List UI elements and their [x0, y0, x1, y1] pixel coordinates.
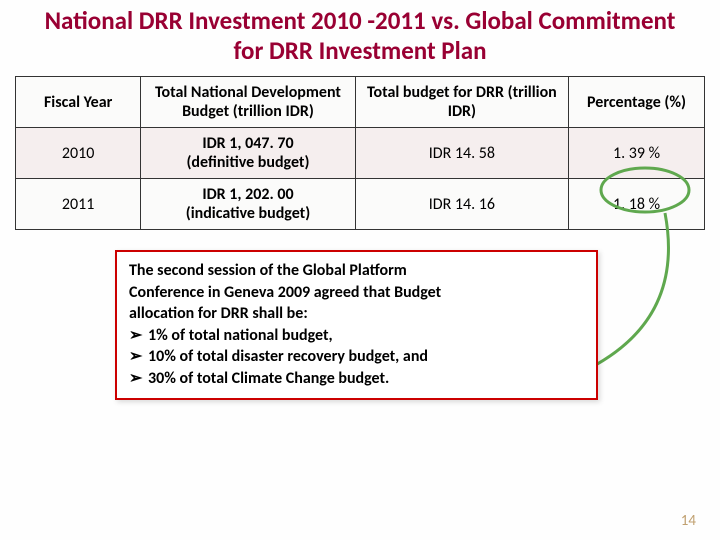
table-header-row: Fiscal Year Total National Development B…: [16, 77, 705, 128]
budget-note: (indicative budget): [186, 204, 310, 223]
slide-title: National DRR Investment 2010 -2011 vs. G…: [0, 0, 720, 76]
commitment-note-box: The second session of the Global Platfor…: [115, 250, 598, 400]
budget-value: IDR 1, 047. 70: [202, 134, 293, 153]
investment-table: Fiscal Year Total National Development B…: [15, 76, 705, 230]
budget-value: IDR 1, 202. 00: [202, 185, 293, 204]
col-drr-budget: Total budget for DRR (trillion IDR): [355, 77, 568, 128]
note-bullet: ➢ 30% of total Climate Change budget.: [129, 368, 584, 390]
cell-pct: 1. 39 %: [569, 128, 705, 179]
col-percentage: Percentage (%): [569, 77, 705, 128]
cell-drr: IDR 14. 58: [355, 128, 568, 179]
table-row: 2010 IDR 1, 047. 70 (definitive budget) …: [16, 128, 705, 179]
page-number: 14: [681, 512, 696, 530]
note-intro-line: The second session of the Global Platfor…: [129, 261, 407, 280]
cell-national-budget: IDR 1, 047. 70 (definitive budget): [141, 128, 355, 179]
note-intro-line: allocation for DRR shall be:: [129, 304, 308, 323]
col-national-budget: Total National Development Budget (trill…: [141, 77, 355, 128]
bullet-icon: ➢: [129, 326, 146, 345]
bullet-icon: ➢: [129, 347, 146, 366]
note-intro-line: Conference in Geneva 2009 agreed that Bu…: [129, 283, 441, 302]
bullet-icon: ➢: [129, 369, 146, 388]
cell-year: 2011: [16, 179, 141, 230]
note-bullet-text: 1% of total national budget,: [148, 326, 333, 345]
note-bullet: ➢ 1% of total national budget,: [129, 325, 584, 347]
note-bullet-text: 30% of total Climate Change budget.: [148, 369, 389, 388]
table-row: 2011 IDR 1, 202. 00 (indicative budget) …: [16, 179, 705, 230]
cell-national-budget: IDR 1, 202. 00 (indicative budget): [141, 179, 355, 230]
col-fiscal-year: Fiscal Year: [16, 77, 141, 128]
cell-drr: IDR 14. 16: [355, 179, 568, 230]
cell-year: 2010: [16, 128, 141, 179]
budget-note: (definitive budget): [186, 153, 309, 172]
cell-pct: 1. 18 %: [569, 179, 705, 230]
note-bullet-text: 10% of total disaster recovery budget, a…: [148, 347, 428, 366]
note-bullet: ➢ 10% of total disaster recovery budget,…: [129, 346, 584, 368]
